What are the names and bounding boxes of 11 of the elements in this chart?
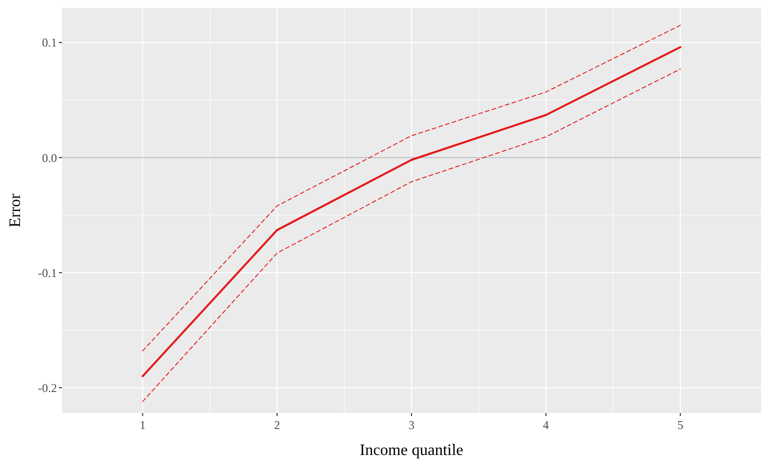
x-tick-label: 3 [408, 418, 414, 432]
x-tick-label: 5 [677, 418, 684, 432]
y-tick-label: -0.2 [38, 380, 57, 395]
y-tick-label: -0.1 [38, 266, 57, 280]
y-axis-title: Error [7, 192, 24, 228]
x-tick-label: 1 [140, 418, 146, 432]
y-tick-label: 0.0 [42, 150, 57, 165]
y-tick-label: 0.1 [42, 36, 57, 50]
x-tick-label: 2 [274, 418, 280, 432]
x-tick-label: 4 [542, 418, 549, 432]
x-axis-title: Income quantile [360, 442, 464, 459]
